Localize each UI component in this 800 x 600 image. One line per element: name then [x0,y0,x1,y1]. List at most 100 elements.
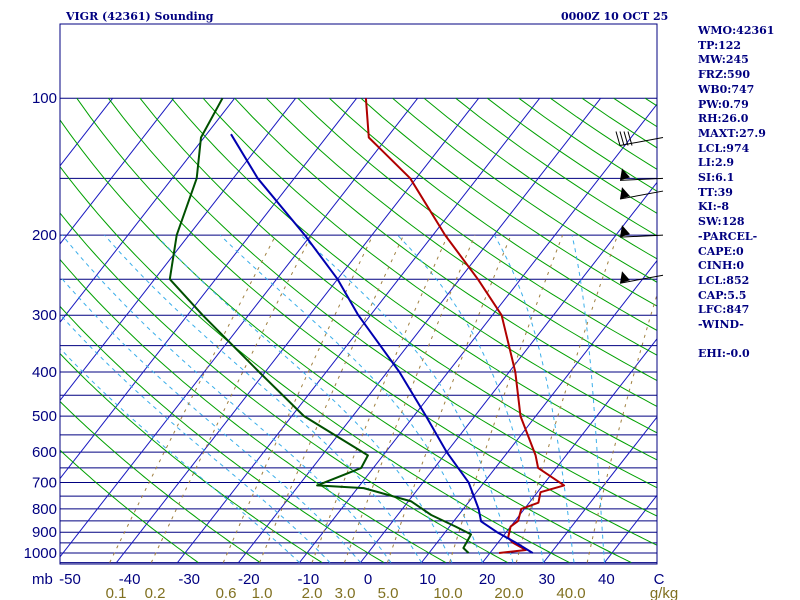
dry-adiabat-line [171,97,657,461]
pressure-tick-label: 400 [32,364,57,381]
mixing-ratio-line [515,234,619,563]
dewpoint-profile-line [168,97,472,554]
temperature-tick-label: 10 [419,571,436,588]
isotherm-line [60,97,236,324]
pressure-tick-label: 1000 [24,545,57,562]
pressure-tick-label: 800 [32,501,57,518]
chart-time: 0000Z 10 OCT 25 [561,10,669,23]
sounding-stats-panel: WMO:42361 TP:122 MW:245 FRZ:590 WB0:747 PW:0.… [698,24,774,362]
dry-adiabat-line [108,97,657,517]
temperature-tick-label: -50 [59,571,81,588]
mixing-ratio-tick-label: 2.0 [302,585,323,600]
moist-adiabat-line [61,234,392,563]
dry-adiabat-line [60,212,508,564]
wind-barb [619,168,664,181]
stat-line: KI:-8 [698,200,729,214]
temperature-tick-label: 0 [364,571,372,588]
stat-line: LFC:847 [698,303,750,317]
mixing-ratio-tick-label: 5.0 [378,585,399,600]
wind-barb [615,131,664,147]
mixing-ratio-tick-label: 0.6 [216,585,237,600]
stat-line: -WIND- [698,318,744,332]
temperature-tick-label: -10 [298,571,320,588]
dry-adiabat-line [60,119,632,564]
pressure-tick-label: 500 [32,408,57,425]
wind-barb-pennant [620,225,630,238]
wind-barb-pennant [620,271,630,284]
stat-line: CAP:5.5 [698,288,747,302]
mixing-ratio-tick-label: 3.0 [335,585,356,600]
isotherm-line [116,97,480,563]
moist-adiabat-line [155,234,453,563]
stat-line: LCL:974 [698,141,750,155]
temperature-tick-label: -40 [119,571,141,588]
y-unit-label: mb [32,571,53,588]
isotherm-line [421,259,657,563]
pressure-tick-label: 200 [32,227,57,244]
moist-adiabat-line [104,234,422,563]
stat-line: TP:122 [698,38,742,52]
stat-line: LI:2.9 [698,156,735,170]
moist-adiabat-line [493,234,575,563]
isotherm-line [60,97,175,245]
temperature-tick-label: -20 [238,571,260,588]
isotherm-line [177,97,541,563]
mixing-ratio-line [259,234,405,563]
dry-adiabat-line [265,97,657,382]
dry-adiabat-line [76,97,657,546]
wind-barb-staff [619,274,664,284]
wind-barb-feather [615,131,621,146]
dry-adiabat-line [60,258,447,564]
moist-adiabat-line [397,234,544,563]
background-lines [0,97,657,564]
dry-adiabat-line [202,97,657,434]
mixing-ratio-tick-label: 20.0 [494,585,523,600]
stat-line: SI:6.1 [698,171,735,185]
stat-line [698,333,774,348]
isotherm-line [0,98,52,562]
mixing-ratio-line [449,234,564,563]
stat-line: CAPE:0 [698,244,744,258]
temperature-profile-line [364,98,566,554]
wind-barb-staff [619,190,664,200]
wind-barb-staff [619,177,664,181]
mixing-ratio-tick-label: 0.1 [106,585,127,600]
wind-barbs [615,131,664,284]
dry-adiabat-line [234,97,657,407]
moist-adiabat-line [60,347,300,563]
mixing-ratio-line [150,234,312,563]
wind-barb-feather [619,131,625,146]
wind-barb-pennant [620,168,630,181]
dry-adiabat-line [60,352,323,564]
isotherm-line [60,97,297,402]
dry-adiabat-line [60,449,199,564]
wind-barb [619,225,664,238]
mixing-ratio-tick-label: 1.0 [252,585,273,600]
mixing-ratio-line [586,292,657,563]
temperature-tick-label: 40 [598,571,615,588]
pressure-tick-label: 700 [32,475,57,492]
stat-line: LCL:852 [698,273,750,287]
moist-adiabat-line [60,275,361,563]
dry-adiabat-line [60,305,385,564]
stat-line: -PARCEL- [698,229,758,243]
isotherm-line [360,181,657,563]
stat-line: EHI:-0.0 [698,347,750,361]
stat-line: WMO:42361 [698,24,775,37]
isotherm-line [482,338,657,563]
mixing-ratio-line [109,234,277,563]
isotherm-line [543,416,657,563]
stat-line: RH:26.0 [698,112,749,126]
plot-border [59,23,658,565]
mixing-ratio-unit-label: g/kg [650,585,678,600]
wind-barb-feather [627,131,633,146]
moist-adiabat-line [60,313,331,563]
pressure-tick-label: 900 [32,524,57,541]
pressure-tick-label: 300 [32,307,57,324]
mixing-ratio-tick-label: 40.0 [556,585,585,600]
dry-adiabat-line [297,97,657,356]
temperature-tick-label: 30 [538,571,555,588]
wind-barb [619,187,664,200]
dry-adiabat-line [60,400,261,564]
